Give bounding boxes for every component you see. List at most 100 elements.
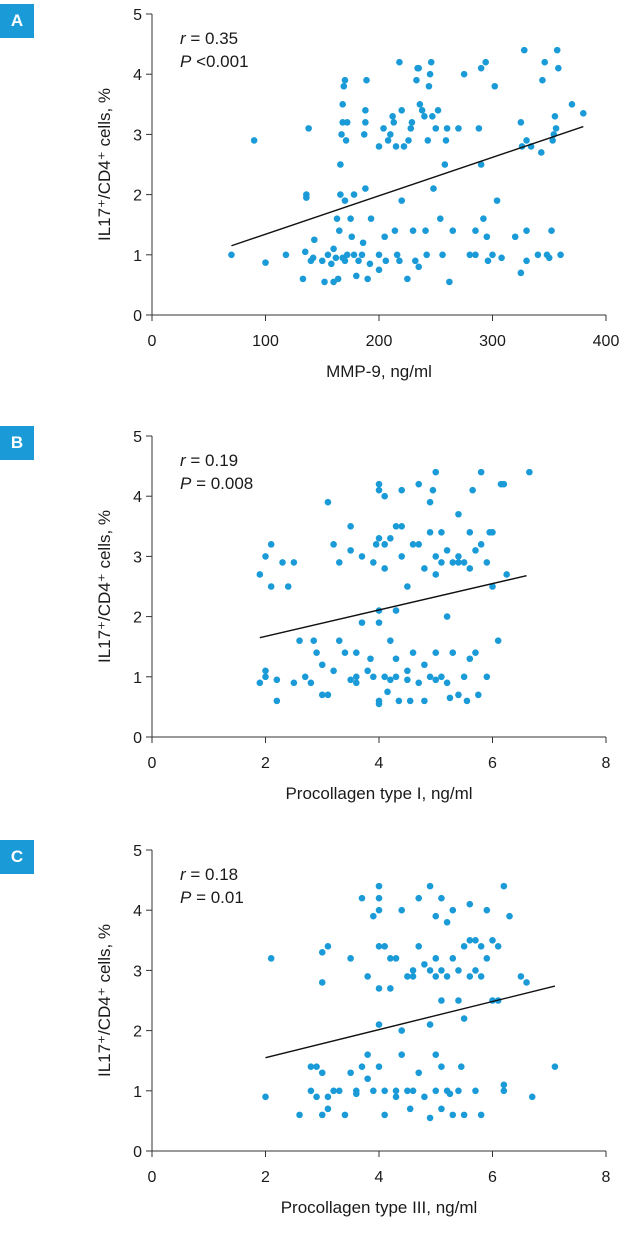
data-point [517, 119, 525, 126]
data-point [318, 1069, 326, 1077]
data-point [477, 943, 485, 950]
y-tick-label: 5 [133, 7, 142, 24]
data-point [430, 185, 437, 192]
r-annotation: r = 0.19 [180, 451, 238, 470]
p-value: = 0.008 [191, 474, 253, 493]
data-point [415, 480, 423, 488]
data-point [466, 565, 474, 572]
x-tick-label: 300 [479, 333, 506, 350]
data-point [557, 251, 564, 259]
data-point [364, 667, 371, 675]
data-point [404, 973, 411, 980]
data-point [415, 541, 423, 548]
data-point [404, 676, 411, 684]
data-point [472, 1087, 479, 1095]
data-point [307, 679, 315, 687]
data-point [347, 215, 354, 222]
data-point [426, 498, 434, 506]
data-point [267, 955, 275, 962]
data-point [347, 523, 354, 530]
data-point [262, 667, 269, 675]
p-symbol: P [180, 52, 192, 71]
data-point [392, 523, 400, 530]
data-point [387, 676, 394, 684]
data-point [438, 529, 445, 536]
data-point [415, 1069, 423, 1077]
data-point [551, 113, 559, 120]
data-point [353, 679, 360, 687]
data-point [441, 161, 449, 168]
p-symbol: P [180, 474, 192, 493]
data-point [375, 143, 383, 150]
data-point [324, 251, 332, 259]
y-axis-label: IL17⁺/CD4⁺ cells, % [95, 510, 114, 663]
data-point [432, 676, 440, 684]
data-point [503, 571, 510, 578]
p-annotation: P = 0.008 [180, 474, 253, 493]
p-annotation: P = 0.01 [180, 888, 244, 907]
data-point [355, 257, 362, 265]
y-axis-label: IL17⁺/CD4⁺ cells, % [95, 924, 114, 1077]
data-point [517, 973, 525, 980]
data-point [432, 649, 440, 657]
data-point [483, 559, 491, 566]
x-tick-label: 4 [375, 755, 384, 772]
data-point [438, 559, 445, 566]
data-point [337, 191, 344, 198]
data-point [438, 673, 445, 681]
data-point [432, 1051, 440, 1058]
y-tick-label: 1 [133, 248, 142, 265]
data-point [396, 257, 403, 265]
data-point [359, 239, 367, 247]
data-point [358, 894, 366, 902]
data-point [267, 541, 275, 548]
y-tick-label: 1 [133, 1084, 142, 1101]
data-point [335, 559, 343, 566]
data-point [290, 679, 298, 687]
data-point [552, 125, 560, 132]
data-point [404, 583, 411, 590]
p-annotation: P <0.001 [180, 52, 249, 71]
data-point [463, 697, 471, 705]
data-point [363, 76, 370, 84]
chart-panel-a: A 0 1 2 3 4 5 0 100 200 300 400 MMP-9, ng/ml IL17⁺/C… [0, 0, 619, 400]
data-point [360, 131, 368, 138]
data-point [494, 637, 502, 644]
data-point [438, 967, 445, 974]
data-point [460, 1015, 468, 1022]
data-point [339, 254, 346, 262]
data-point [446, 1090, 454, 1098]
data-point [350, 251, 358, 259]
data-point [337, 161, 344, 168]
data-point [341, 76, 349, 84]
panel-label-c: C [0, 840, 34, 874]
data-point [407, 125, 415, 132]
data-point [443, 125, 451, 132]
data-point [405, 137, 412, 144]
data-point [392, 1093, 400, 1101]
data-point [449, 227, 457, 235]
data-point [333, 215, 341, 222]
r-symbol: r [180, 29, 187, 48]
data-point [443, 613, 451, 620]
data-point [460, 673, 468, 681]
data-point [443, 918, 451, 926]
data-point [387, 955, 394, 962]
data-point [438, 997, 445, 1004]
data-point [370, 1087, 377, 1095]
data-point [432, 973, 440, 980]
data-point [341, 197, 349, 204]
data-point [262, 673, 269, 681]
data-point [330, 667, 337, 675]
x-tick-label: 2 [261, 1169, 270, 1186]
data-point [500, 1081, 508, 1089]
data-point [296, 637, 303, 644]
data-point [332, 254, 340, 262]
data-point [493, 197, 501, 204]
data-point [313, 1063, 320, 1071]
data-point [466, 973, 474, 980]
data-point [381, 541, 388, 548]
data-point [387, 985, 394, 992]
data-point [398, 1051, 406, 1058]
data-point [309, 254, 317, 262]
